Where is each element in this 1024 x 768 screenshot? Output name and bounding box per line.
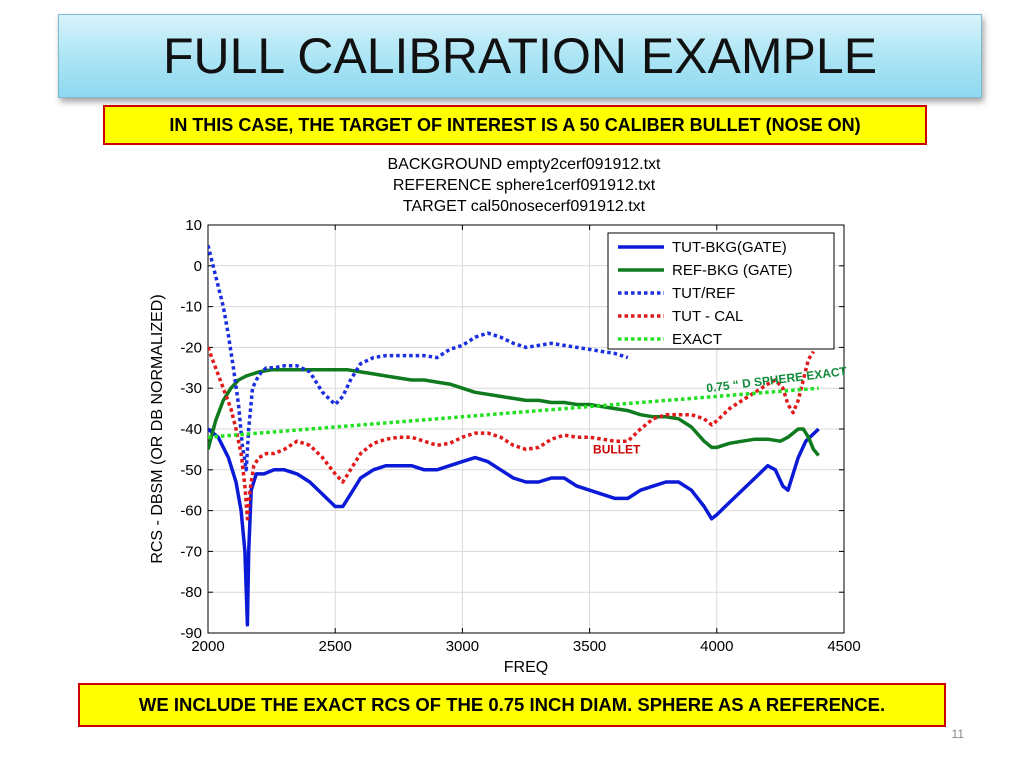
chart-title-line-3: TARGET cal50nosecerf091912.txt	[403, 198, 646, 215]
x-tick-label: 2500	[319, 638, 352, 655]
y-tick-label: -20	[180, 339, 202, 356]
x-tick-label: 3000	[446, 638, 479, 655]
x-tick-label: 4500	[827, 638, 860, 655]
x-tick-label: 4000	[700, 638, 733, 655]
annotation-bullet: BULLET	[593, 442, 641, 456]
chart-title-group: BACKGROUND empty2cerf091912.txt REFERENC…	[388, 156, 662, 215]
x-tick-label: 2000	[191, 638, 224, 655]
series-line-0	[208, 427, 820, 627]
legend-label: TUT-BKG(GATE)	[672, 239, 787, 256]
series-line-1	[208, 368, 820, 457]
legend-label: TUT - CAL	[672, 308, 743, 325]
bottom-callout: WE INCLUDE THE EXACT RCS OF THE 0.75 INC…	[78, 683, 946, 727]
series-group	[208, 244, 820, 627]
legend-box	[607, 232, 835, 350]
ticks: 2000 2500 3000 3500 4000 4500 10 0 -10 -20 -30 -40 -…	[180, 217, 860, 655]
chart-title-line-2: REFERENCE sphere1cerf091912.txt	[393, 177, 656, 194]
y-tick-label: -90	[180, 625, 202, 642]
legend-label: TUT/REF	[672, 285, 735, 302]
slide-number: 11	[951, 727, 964, 741]
y-tick-label: -50	[180, 462, 202, 479]
legend: TUT-BKG(GATE) REF-BKG (GATE) TUT/REF TUT - …	[607, 232, 835, 350]
series-line-4	[208, 386, 819, 439]
top-callout: IN THIS CASE, THE TARGET OF INTEREST IS …	[103, 105, 927, 145]
x-tick-label: 3500	[573, 638, 606, 655]
legend-label: EXACT	[672, 331, 722, 348]
y-tick-label: -10	[180, 299, 202, 316]
x-axis-label: FREQ	[504, 659, 548, 676]
y-tick-label: -60	[180, 503, 202, 520]
legend-label: REF-BKG (GATE)	[672, 262, 793, 279]
annotation-sphere-exact: 0.75 “ D SPHERE EXACT	[706, 364, 849, 395]
slide-title: FULL CALIBRATION EXAMPLE	[162, 28, 878, 84]
y-tick-label: -70	[180, 543, 202, 560]
y-tick-label: -30	[180, 380, 202, 397]
y-axis-label: RCS - DBSM (OR DB NORMALIZED)	[149, 294, 166, 563]
y-tick-label: 10	[185, 217, 202, 234]
y-tick-label: -40	[180, 421, 202, 438]
y-tick-label: 0	[194, 258, 202, 275]
series-line-3	[208, 346, 815, 521]
y-tick-label: -80	[180, 584, 202, 601]
chart-title-line-1: BACKGROUND empty2cerf091912.txt	[388, 156, 662, 173]
title-banner: FULL CALIBRATION EXAMPLE	[58, 14, 982, 98]
